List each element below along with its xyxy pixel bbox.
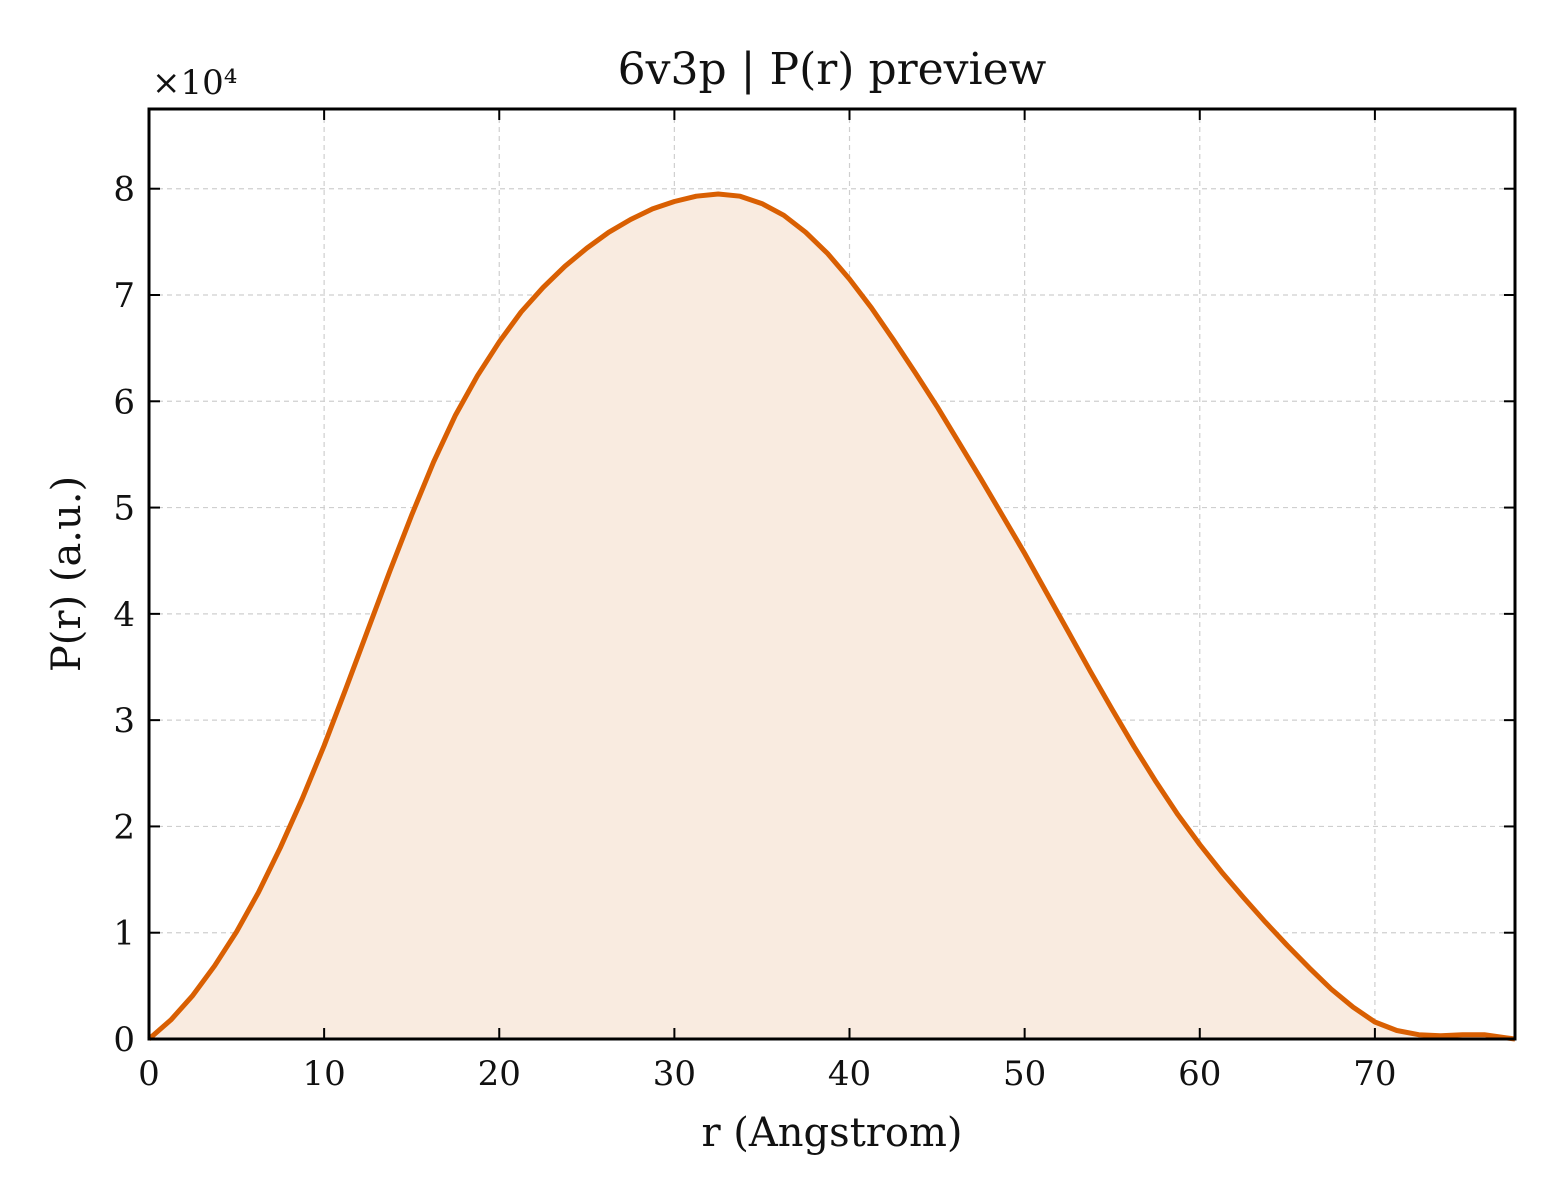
plot-frame [147,107,1517,1041]
series-line [147,191,1516,1042]
y-tick-label: 6 [113,382,135,422]
y-axis-label: P(r) (a.u.) [44,476,90,672]
x-tick-label: 30 [653,1054,696,1094]
x-tick-label: 40 [828,1054,871,1094]
y-tick-label: 8 [113,170,135,210]
x-axis-label: r (Angstrom) [701,1110,962,1156]
x-tick-label: 70 [1353,1054,1396,1094]
y-tick-label: 0 [113,1020,135,1060]
x-tick-label: 60 [1178,1054,1221,1094]
chart-title: 6v3p | P(r) preview [618,44,1047,95]
x-tick-label: 20 [478,1054,521,1094]
y-tick-label: 5 [113,489,135,529]
area-fill [149,194,1515,1039]
y-offset-label: ×10⁴ [152,63,237,103]
y-tick-label: 2 [113,807,135,847]
x-tick-label: 0 [138,1054,160,1094]
x-tick-label: 10 [302,1054,345,1094]
y-tick-label: 1 [113,914,135,954]
y-tick-label: 7 [113,276,135,316]
y-tick-label: 4 [113,595,135,635]
axis-ticks [148,109,1515,1040]
y-tick-label: 3 [113,701,135,741]
x-tick-label: 50 [1003,1054,1046,1094]
